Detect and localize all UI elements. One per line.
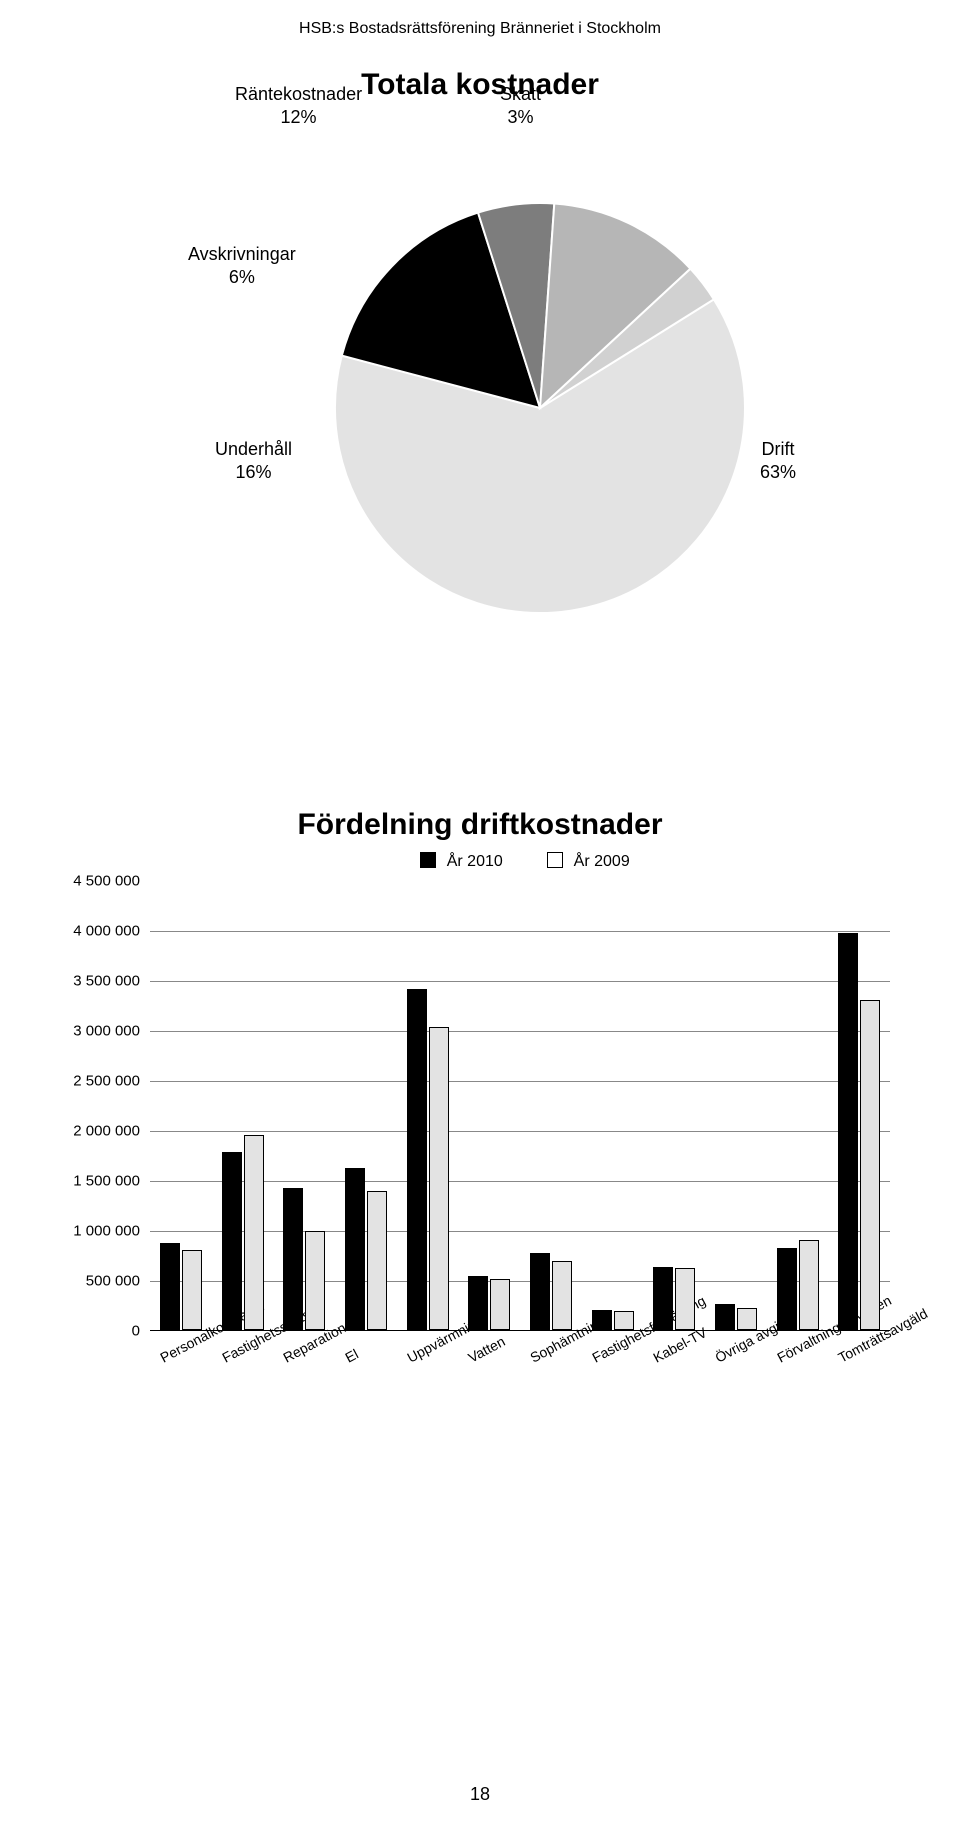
bar-category: Vatten bbox=[458, 881, 520, 1330]
y-tick-label: 3 000 000 bbox=[60, 1022, 140, 1039]
bar-category: El bbox=[335, 881, 397, 1330]
bar-2010 bbox=[345, 1168, 365, 1330]
pie-chart-section: Totala kostnader Räntekostnader 12% Skat… bbox=[60, 68, 900, 768]
pie-label-pct: 6% bbox=[229, 267, 255, 287]
legend-item-2009: År 2009 bbox=[547, 853, 630, 870]
bar-category: Kabel-TV bbox=[643, 881, 705, 1330]
pie-title: Totala kostnader bbox=[361, 68, 599, 102]
pie-label-skatt: Skatt 3% bbox=[500, 83, 541, 130]
pie-label-pct: 12% bbox=[281, 107, 317, 127]
page: HSB:s Bostadsrättsförening Bränneriet i … bbox=[0, 0, 960, 1825]
bar-2009 bbox=[799, 1240, 819, 1330]
bar-category: Tomträttsavgäld bbox=[828, 881, 890, 1330]
y-tick-label: 0 bbox=[60, 1323, 140, 1340]
bar-category: Reparationer bbox=[273, 881, 335, 1330]
pie-label-under: Underhåll 16% bbox=[215, 438, 292, 485]
bar-2009 bbox=[182, 1250, 202, 1330]
pie-label-pct: 3% bbox=[508, 107, 534, 127]
bar-2010 bbox=[468, 1276, 488, 1330]
doc-header: HSB:s Bostadsrättsförening Bränneriet i … bbox=[60, 20, 900, 38]
pie-label-drift: Drift 63% bbox=[760, 438, 796, 485]
legend-swatch-2009 bbox=[547, 852, 563, 868]
bar-category: Sophämtning bbox=[520, 881, 582, 1330]
bar-2009 bbox=[244, 1135, 264, 1330]
legend-item-2010: År 2010 bbox=[420, 853, 507, 870]
pie-label-pct: 16% bbox=[236, 462, 272, 482]
pie-label-text: Avskrivningar bbox=[188, 244, 296, 264]
bar-title: Fördelning driftkostnader bbox=[60, 808, 900, 842]
bar-2010 bbox=[530, 1253, 550, 1330]
y-tick-label: 1 500 000 bbox=[60, 1172, 140, 1189]
bars-row: PersonalkostnaderFastighetsskötselRepara… bbox=[150, 881, 890, 1331]
y-tick-label: 3 500 000 bbox=[60, 973, 140, 990]
bar-category: Uppvärmning bbox=[397, 881, 459, 1330]
legend-swatch-2010 bbox=[420, 852, 436, 868]
bar-chart: 0500 0001 000 0001 500 0002 000 0002 500… bbox=[150, 881, 890, 1441]
bar-2010 bbox=[838, 933, 858, 1330]
pie-chart bbox=[330, 148, 750, 688]
legend-label: År 2009 bbox=[574, 853, 630, 870]
y-tick-label: 4 000 000 bbox=[60, 923, 140, 940]
bar-legend: År 2010 År 2009 bbox=[150, 852, 900, 871]
bar-2010 bbox=[715, 1304, 735, 1330]
pie-label-rante: Räntekostnader 12% bbox=[235, 83, 362, 130]
bar-chart-section: Fördelning driftkostnader År 2010 År 200… bbox=[60, 808, 900, 1441]
y-tick-label: 500 000 bbox=[60, 1273, 140, 1290]
bar-category: Förvaltningsarvoden bbox=[767, 881, 829, 1330]
pie-label-text: Räntekostnader bbox=[235, 84, 362, 104]
y-tick-label: 1 000 000 bbox=[60, 1223, 140, 1240]
bar-2010 bbox=[407, 989, 427, 1330]
bar-2009 bbox=[860, 1000, 880, 1330]
page-number: 18 bbox=[0, 1784, 960, 1805]
bar-category: Fastighetsskötsel bbox=[212, 881, 274, 1330]
bar-2010 bbox=[592, 1310, 612, 1330]
bar-2009 bbox=[305, 1231, 325, 1330]
bar-category: Övriga avgifter bbox=[705, 881, 767, 1330]
y-tick-label: 4 500 000 bbox=[60, 873, 140, 890]
pie-label-text: Underhåll bbox=[215, 439, 292, 459]
bar-2010 bbox=[160, 1243, 180, 1330]
bar-2010 bbox=[283, 1188, 303, 1330]
pie-label-text: Skatt bbox=[500, 84, 541, 104]
bar-category: Fastighetsförsäkring bbox=[582, 881, 644, 1330]
bar-2010 bbox=[777, 1248, 797, 1330]
bar-2010 bbox=[222, 1152, 242, 1330]
bar-2009 bbox=[367, 1191, 387, 1330]
bar-2009 bbox=[429, 1027, 449, 1330]
pie-label-avskr: Avskrivningar 6% bbox=[188, 243, 296, 290]
bar-2010 bbox=[653, 1267, 673, 1330]
pie-label-pct: 63% bbox=[760, 462, 796, 482]
bar-category: Personalkostnader bbox=[150, 881, 212, 1330]
pie-label-text: Drift bbox=[762, 439, 795, 459]
legend-label: År 2010 bbox=[447, 853, 503, 870]
y-tick-label: 2 000 000 bbox=[60, 1123, 140, 1140]
y-tick-label: 2 500 000 bbox=[60, 1073, 140, 1090]
